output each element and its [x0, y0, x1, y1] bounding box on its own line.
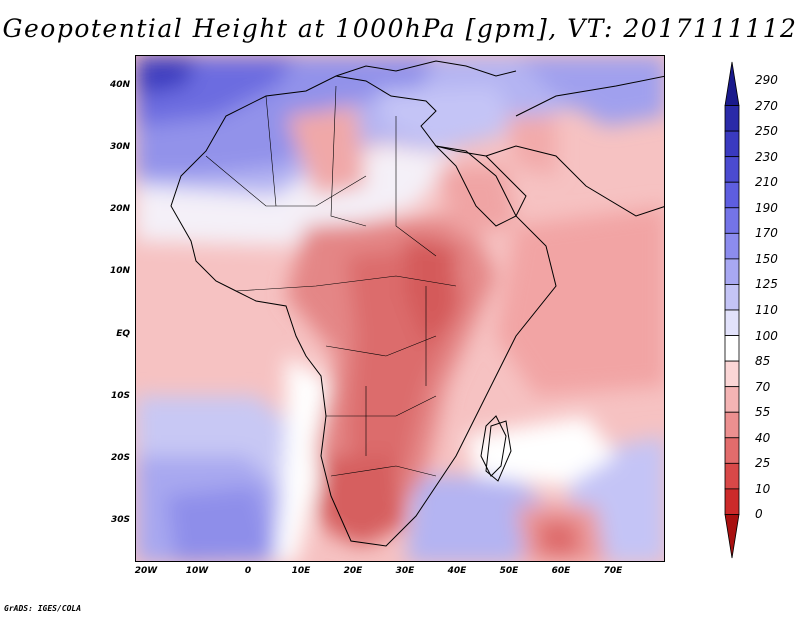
colorbar-swatch — [724, 437, 740, 464]
lon-label-30e: 30E — [395, 566, 415, 576]
colorbar — [724, 61, 740, 559]
lat-label-10n: 10N — [109, 266, 130, 276]
lon-label-20e: 20E — [343, 566, 363, 576]
colorbar-level-label: 270 — [755, 98, 778, 113]
colorbar-level-label: 250 — [755, 124, 778, 139]
colorbar-level-label: 10 — [755, 481, 771, 496]
lat-label-20s: 20S — [110, 453, 130, 463]
colorbar-swatch — [724, 360, 740, 388]
lon-label-10w: 10W — [185, 566, 209, 576]
colorbar-swatch — [724, 335, 740, 362]
lon-label-20w: 20W — [134, 566, 158, 576]
colorbar-swatch — [724, 284, 740, 311]
colorbar-level-label: 190 — [755, 200, 778, 215]
colorbar-level-label: 230 — [755, 149, 778, 164]
colorbar-swatch — [724, 156, 740, 183]
colorbar-swatch — [724, 105, 740, 132]
colorbar-swatch — [724, 462, 740, 490]
colorbar-swatch — [724, 61, 740, 106]
lat-label-30n: 30N — [109, 142, 130, 152]
borders — [205, 85, 457, 477]
lon-label-10e: 10E — [291, 566, 311, 576]
map-plot-area — [135, 55, 665, 562]
colorbar-level-label: 100 — [755, 328, 778, 343]
colorbar-swatch — [724, 232, 740, 260]
lon-label-50e: 50E — [499, 566, 519, 576]
colorbar-swatch — [724, 411, 740, 439]
lon-label-70e: 70E — [603, 566, 623, 576]
lon-label-60e: 60E — [551, 566, 571, 576]
colorbar-swatch — [724, 514, 740, 559]
colorbar-level-label: 40 — [755, 430, 771, 445]
map-title: Geopotential Height at 1000hPa [gpm], VT… — [2, 14, 798, 43]
lon-label-0: 0 — [244, 566, 252, 576]
lat-label-eq: EQ — [116, 329, 130, 339]
colorbar-level-label: 25 — [755, 456, 771, 471]
credit-text: GrADS: IGES/COLA — [4, 604, 82, 613]
lon-label-40e: 40E — [447, 566, 467, 576]
colorbar-level-label: 110 — [755, 303, 778, 317]
lat-label-20n: 20N — [109, 204, 130, 214]
lat-label-10s: 10S — [110, 391, 130, 401]
coastlines — [170, 60, 664, 547]
colorbar-level-label: 210 — [755, 175, 778, 190]
colorbar-level-label: 150 — [755, 251, 778, 266]
colorbar-level-label: 170 — [755, 226, 778, 241]
colorbar-level-label: 70 — [755, 379, 771, 394]
colorbar-swatch — [724, 386, 740, 413]
field-shading — [136, 56, 664, 561]
colorbar-level-label: 125 — [755, 277, 778, 292]
map-canvas — [136, 56, 664, 561]
madagascar-outline — [485, 420, 512, 482]
colorbar-swatch — [724, 488, 740, 515]
colorbar-swatch — [724, 207, 740, 234]
colorbar-level-label: 55 — [755, 405, 771, 420]
lat-label-30s: 30S — [110, 515, 130, 525]
lat-label-40n: 40N — [109, 80, 130, 90]
colorbar-swatch — [724, 258, 740, 285]
colorbar-swatch — [724, 309, 740, 336]
colorbar-level-label: 0 — [755, 507, 763, 522]
colorbar-swatch — [724, 181, 740, 209]
colorbar-level-label: 290 — [755, 73, 778, 87]
colorbar-level-label: 85 — [755, 354, 771, 369]
colorbar-swatch — [724, 130, 740, 158]
